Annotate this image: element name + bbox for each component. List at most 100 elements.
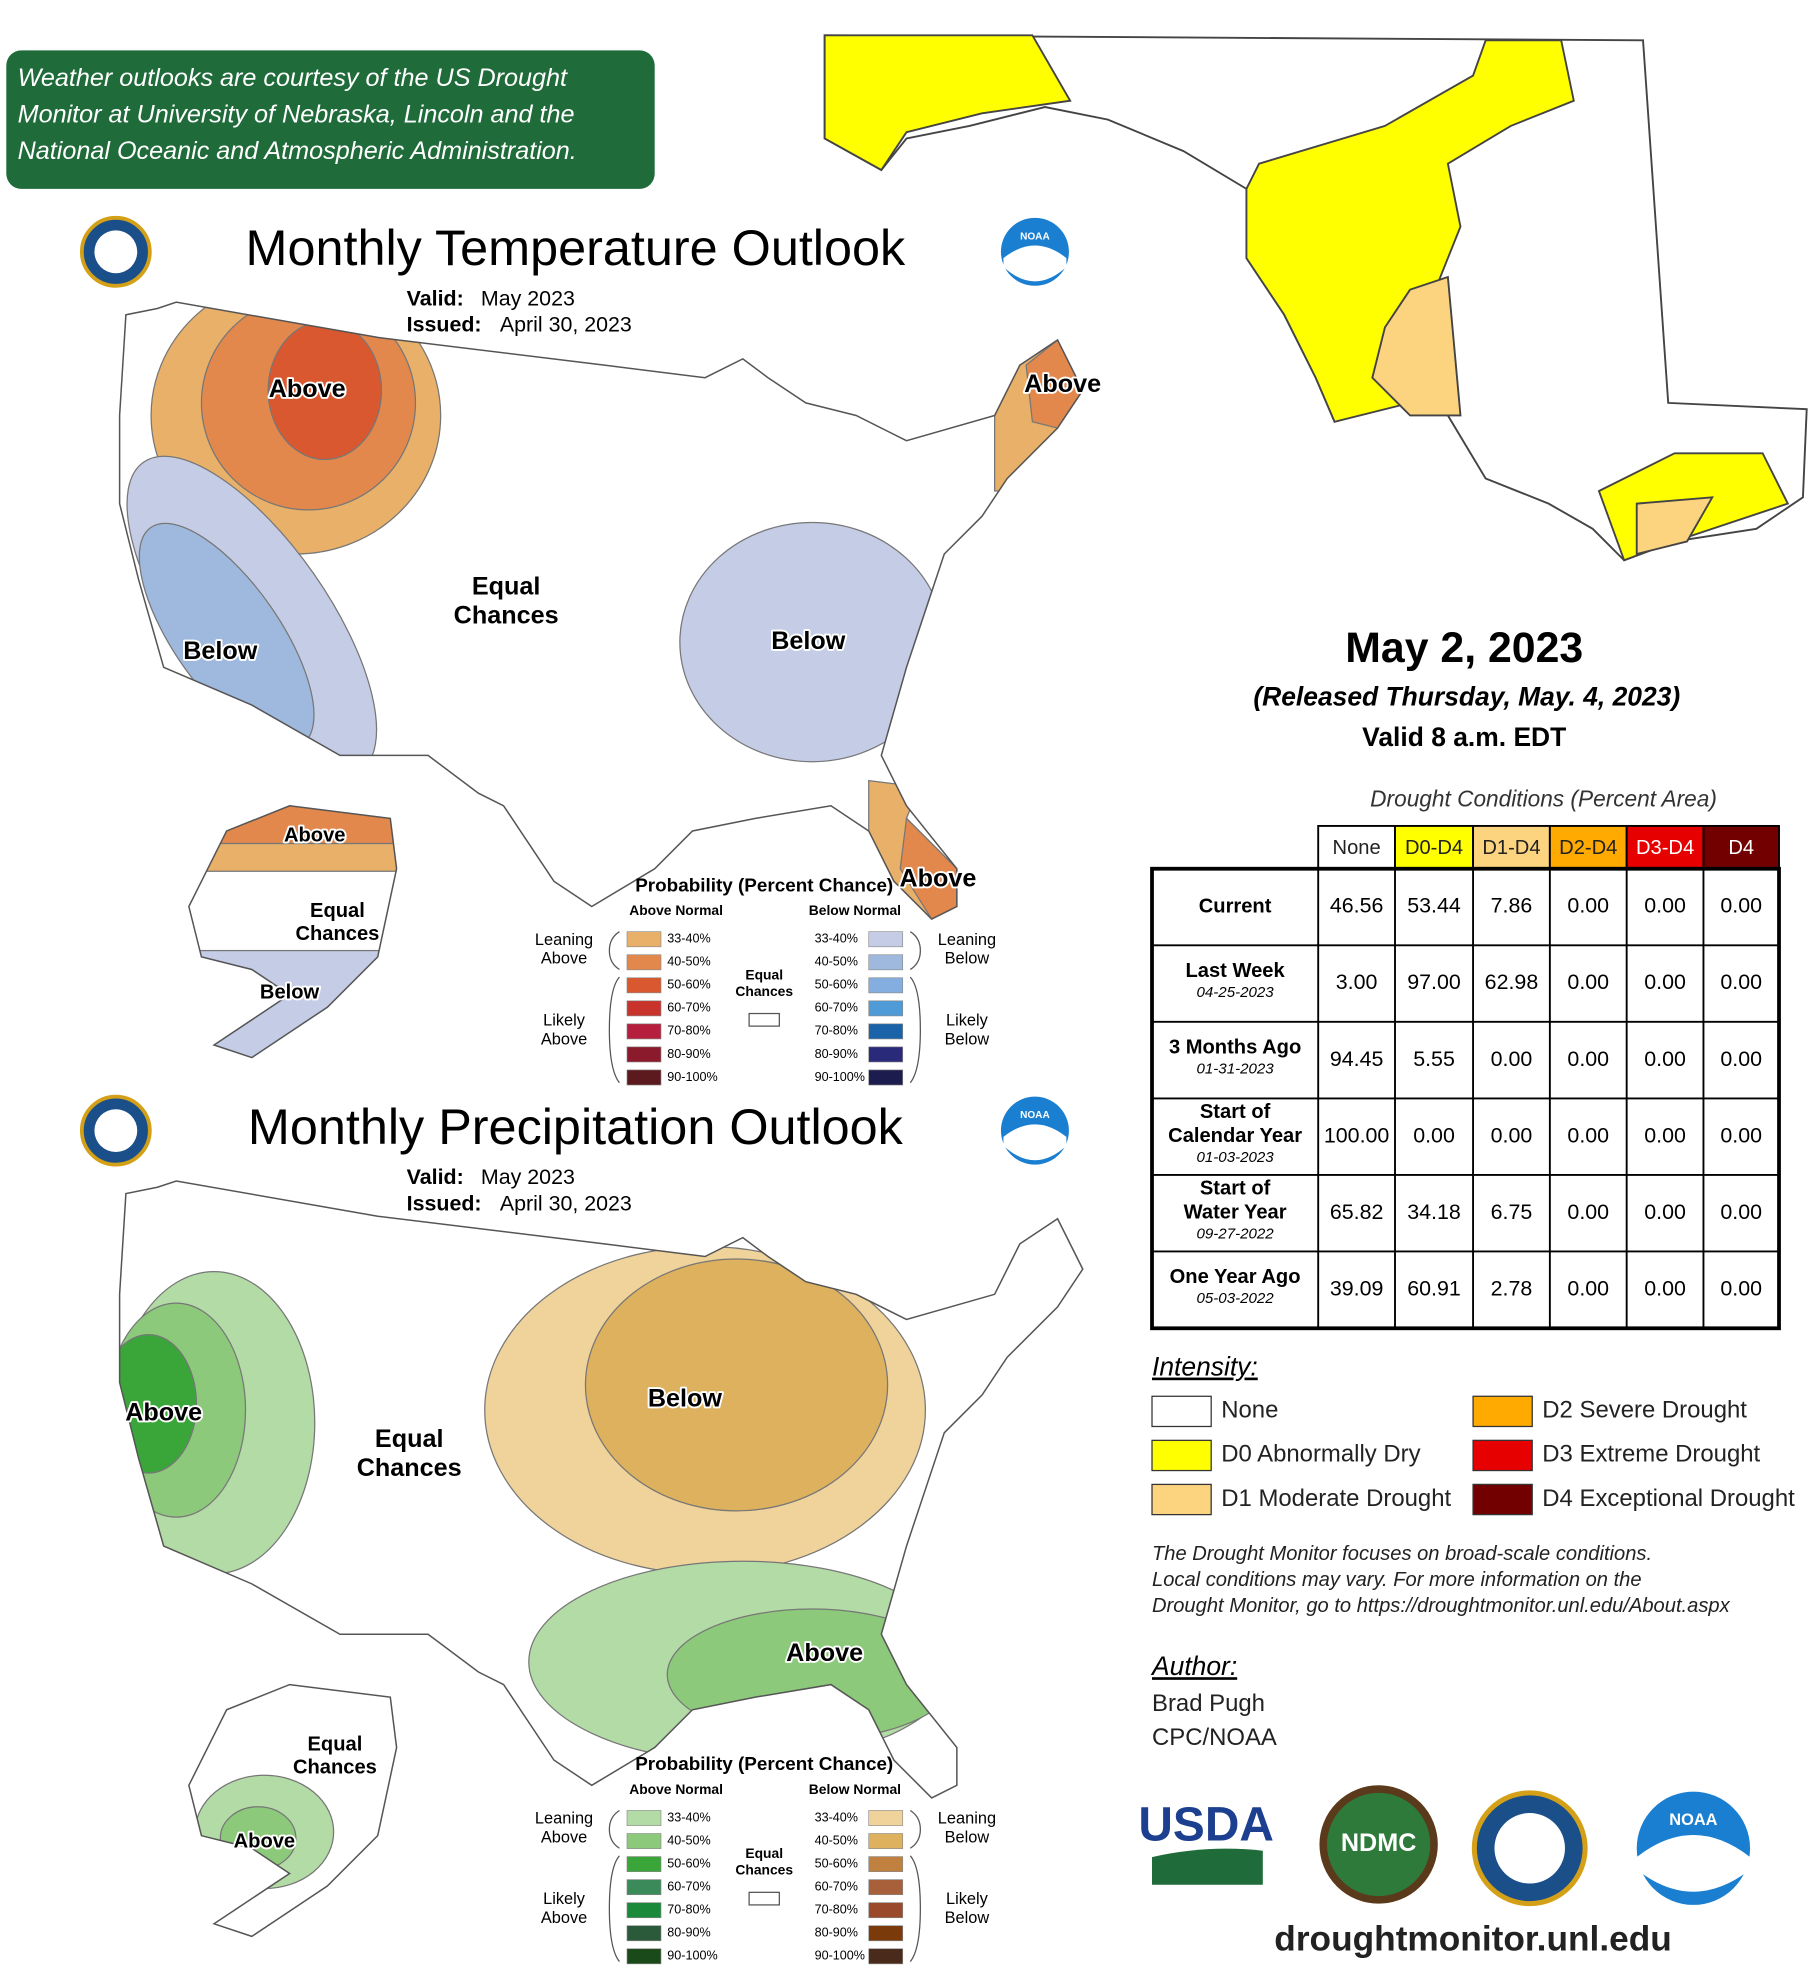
legend-bin: 33-40%	[815, 1810, 858, 1824]
map-label: Above	[900, 865, 977, 893]
intensity-swatch	[1472, 1439, 1533, 1472]
map-label: Equal	[472, 573, 541, 601]
cell-value: 0.00	[1720, 894, 1762, 918]
legend-swatch	[626, 1948, 662, 1965]
author: CPC/NOAA	[1152, 1724, 1277, 1751]
cell-value: 0.00	[1720, 1200, 1762, 1224]
legend-bin: 40-50%	[815, 955, 858, 969]
row-date: 01-31-2023	[1196, 1061, 1274, 1078]
label: April 30, 2023	[500, 1192, 632, 1216]
cell-value: 0.00	[1644, 894, 1686, 918]
legend-bin: 60-70%	[667, 1001, 710, 1015]
intensity-swatch	[1472, 1483, 1533, 1516]
map-label: Chances	[454, 602, 559, 630]
legend-swatch	[626, 1925, 662, 1942]
cell-value: 0.00	[1567, 894, 1609, 918]
row-label: Start of	[1200, 1101, 1271, 1123]
cell-value: 62.98	[1485, 970, 1539, 994]
legend-swatch	[868, 1023, 904, 1040]
cell-value: 7.86	[1491, 894, 1533, 918]
label: (Released Thursday, May. 4, 2023)	[1253, 682, 1680, 712]
equal-swatch	[748, 1891, 780, 1906]
seal-inner	[94, 230, 138, 274]
equal-swatch	[748, 1012, 780, 1027]
intensity-swatch	[1472, 1395, 1533, 1428]
drought-date: May 2, 2023	[1345, 624, 1583, 672]
cell-value: 0.00	[1567, 1276, 1609, 1300]
label: Above	[541, 1829, 587, 1847]
cell-value: 34.18	[1407, 1200, 1461, 1224]
label: Below Normal	[809, 1781, 901, 1797]
label: Leaning	[938, 931, 996, 949]
url: droughtmonitor.unl.edu	[1274, 1920, 1671, 1959]
label: Above Normal	[629, 902, 723, 918]
intensity-label: D4 Exceptional Drought	[1542, 1485, 1795, 1512]
label: Valid:	[407, 1165, 464, 1189]
label: Equal	[745, 1845, 783, 1861]
legend-swatch	[626, 1833, 662, 1849]
row-date: 01-03-2023	[1196, 1149, 1274, 1166]
legend-swatch	[868, 1069, 904, 1086]
ndmc-logo	[1319, 1785, 1438, 1904]
label: Below	[945, 950, 990, 968]
map-label: Above	[269, 375, 346, 403]
legend-swatch	[868, 977, 904, 994]
commerce-inner	[1494, 1813, 1565, 1884]
label: May 2023	[481, 1165, 575, 1189]
legend-bin: 70-80%	[667, 1903, 710, 1917]
banner-text: Weather outlooks are courtesy of the US …	[18, 64, 568, 92]
banner-text: Monitor at University of Nebraska, Linco…	[18, 100, 575, 128]
cell-value: 46.56	[1330, 894, 1384, 918]
usda-logo: USDA	[1138, 1799, 1274, 1852]
label: April 30, 2023	[500, 313, 632, 337]
note: Drought Monitor, go to https://droughtmo…	[1152, 1595, 1731, 1617]
legend-swatch	[626, 1902, 662, 1919]
title: Monthly Temperature Outlook	[246, 219, 906, 276]
legend-swatch	[868, 1000, 904, 1017]
legend-swatch	[868, 1856, 904, 1872]
cell-value: 0.00	[1644, 1276, 1686, 1300]
cell-value: 60.91	[1407, 1276, 1461, 1300]
legend-swatch	[626, 977, 662, 994]
intensity-label: D3 Extreme Drought	[1542, 1441, 1760, 1468]
label: Below	[945, 1030, 990, 1048]
label: Below	[945, 1829, 990, 1847]
label: Leaning	[535, 931, 593, 949]
header-cell	[1472, 824, 1551, 870]
column-header: D2-D4	[1559, 837, 1617, 859]
cell-value: 97.00	[1407, 970, 1461, 994]
row-label: Start of	[1200, 1178, 1271, 1200]
outlook-area	[584, 1258, 889, 1512]
legend-bin: 33-40%	[667, 932, 710, 946]
column-header: D0-D4	[1405, 837, 1463, 859]
label: May 2023	[481, 286, 575, 310]
cell-value: 39.09	[1330, 1276, 1384, 1300]
outline	[118, 301, 1084, 1059]
noaa-text: NOAA	[1020, 231, 1050, 242]
legend-swatch	[868, 1948, 904, 1965]
label: Likely	[946, 1890, 989, 1908]
legend-bin: 90-100%	[667, 1070, 717, 1084]
table-border	[1150, 866, 1781, 1331]
cell-value: 0.00	[1491, 1047, 1533, 1071]
outlook-area	[666, 1608, 958, 1741]
cell-value: 0.00	[1567, 1123, 1609, 1147]
row-label: Current	[1199, 895, 1272, 917]
legend-bin: 90-100%	[667, 1949, 717, 1963]
map-label: Below	[260, 982, 320, 1004]
legend-swatch	[868, 1879, 904, 1896]
map-label: Equal	[310, 900, 365, 922]
cell-value: 0.00	[1567, 970, 1609, 994]
outlook-area	[188, 949, 404, 1058]
legend-title: Probability (Percent Chance)	[635, 875, 893, 896]
banner-text: National Oceanic and Atmospheric Adminis…	[18, 137, 577, 165]
label: Below	[945, 1909, 990, 1927]
label: Chances	[735, 983, 793, 999]
legend-bin: 33-40%	[667, 1810, 710, 1824]
label: Below Normal	[809, 902, 901, 918]
label: Valid:	[407, 286, 464, 310]
cell-value: 2.78	[1491, 1276, 1533, 1300]
row-date: 04-25-2023	[1196, 984, 1274, 1001]
